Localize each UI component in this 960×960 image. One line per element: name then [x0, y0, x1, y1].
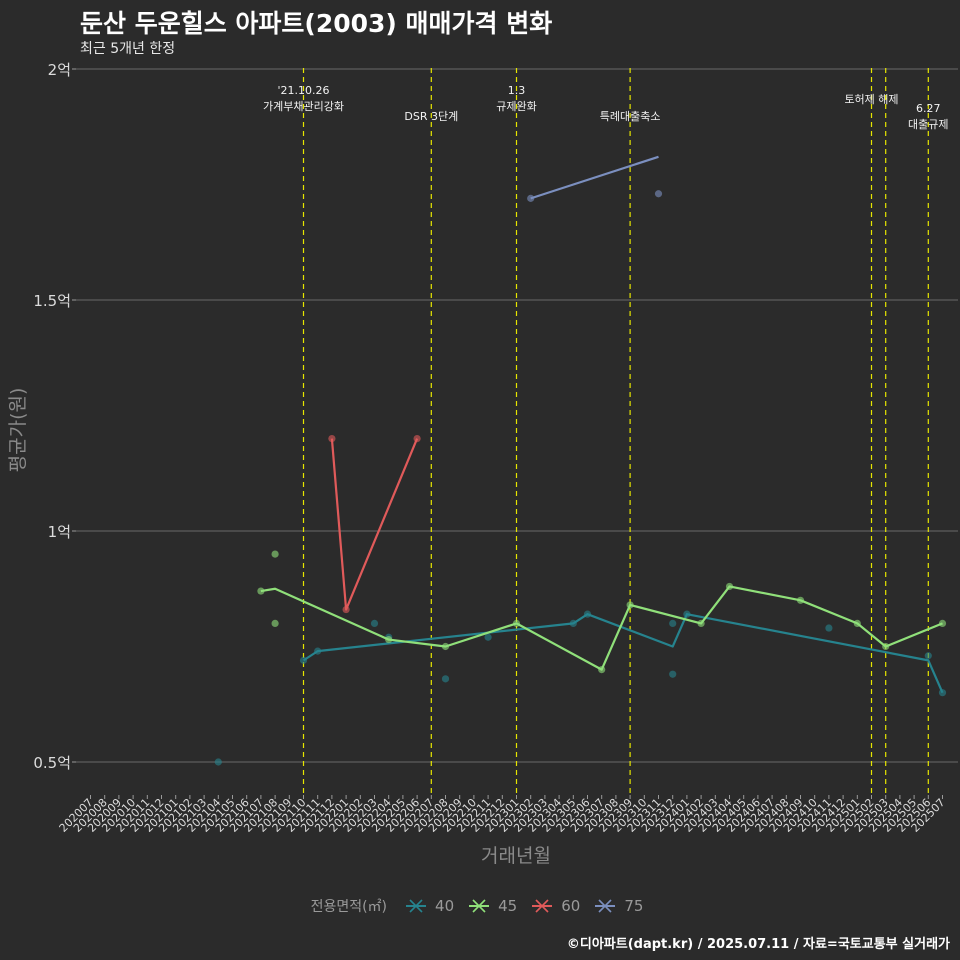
series-line-45 [260, 585, 943, 671]
y-axis: 0.5억 1억 1.5억 2억 [33, 61, 76, 772]
data-point-40 [583, 610, 592, 618]
event-label: 특례대출축소 [600, 110, 661, 123]
x-axis-label: 거래년월 [481, 845, 551, 867]
data-point-45 [441, 642, 450, 651]
legend-title: 전용면적(㎡) [310, 899, 388, 915]
legend-item-60: 60 [529, 893, 580, 919]
event-label: 규제완화 [496, 100, 536, 113]
legend-key-icon [469, 899, 490, 913]
data-point-45 [385, 635, 393, 644]
data-point-45 [598, 666, 606, 674]
data-point-40 [825, 624, 833, 632]
event-label: 대출규제 [908, 118, 948, 131]
data-point-40 [299, 656, 308, 664]
data-point-45 [725, 582, 734, 591]
legend-label: 60 [561, 897, 581, 915]
data-point-40 [924, 652, 932, 660]
data-point-60 [342, 605, 350, 614]
data-point-45 [882, 642, 890, 651]
series-layer [214, 155, 947, 766]
grid-lines [76, 68, 958, 763]
data-point-40 [214, 758, 222, 766]
data-point-40 [669, 619, 677, 628]
data-point-45 [626, 601, 634, 609]
data-point-40 [314, 647, 322, 655]
legend-item-45: 45 [466, 893, 517, 919]
data-point-60 [413, 435, 421, 443]
legend-item-75: 75 [592, 893, 643, 919]
data-point-45 [257, 587, 265, 595]
data-point-40 [441, 675, 450, 683]
legend-item-40: 40 [403, 893, 454, 919]
y-axis-label: 평균가(원) [7, 388, 29, 473]
series-line-75 [530, 155, 659, 200]
data-point-45 [796, 596, 805, 604]
data-point-45 [938, 619, 947, 628]
chart-title: 둔산 두운힐스 아파트(2003) 매매가격 변화 [80, 9, 553, 38]
legend-key-icon [532, 899, 553, 913]
y-tick-label: 2억 [48, 61, 71, 79]
legend-label: 40 [435, 897, 455, 915]
legend: 전용면적(㎡) 40 45 60 75 [0, 893, 960, 919]
legend-label: 45 [498, 897, 518, 915]
y-tick-label: 1억 [48, 523, 71, 541]
data-point-40 [683, 610, 691, 618]
data-point-40 [569, 619, 577, 628]
series-line-40 [302, 613, 944, 694]
event-label: 1.3 [508, 84, 526, 97]
data-point-45 [697, 619, 705, 628]
event-label: 6.27 [916, 102, 941, 115]
legend-key-icon [595, 899, 616, 913]
data-point-75 [527, 194, 535, 202]
data-point-60 [328, 435, 336, 443]
data-point-40 [938, 689, 947, 697]
legend-label: 75 [624, 897, 644, 915]
y-tick-label: 1.5억 [33, 292, 71, 310]
event-label: '21.10.26 [277, 84, 329, 97]
data-point-45 [853, 619, 861, 628]
data-point-45 [271, 619, 279, 628]
data-point-75 [654, 190, 663, 198]
data-point-40 [370, 619, 379, 628]
data-point-45 [271, 550, 279, 558]
series-line-60 [330, 438, 419, 611]
x-axis: 2020072020082020092020102020112020122021… [57, 795, 948, 835]
event-label: DSR 3단계 [404, 110, 458, 123]
data-point-45 [512, 619, 521, 628]
y-tick-label: 0.5억 [33, 754, 71, 772]
legend-key-icon [406, 899, 427, 913]
event-label: 가계부채관리강화 [263, 100, 344, 113]
event-label: 토허제 해제 [844, 92, 898, 106]
caption: ©디아파트(dapt.kr) / 2025.07.11 / 자료=국토교통부 실… [566, 937, 950, 952]
chart-subtitle: 최근 5개년 한정 [80, 41, 176, 57]
data-point-40 [484, 633, 492, 641]
data-point-40 [669, 670, 677, 678]
